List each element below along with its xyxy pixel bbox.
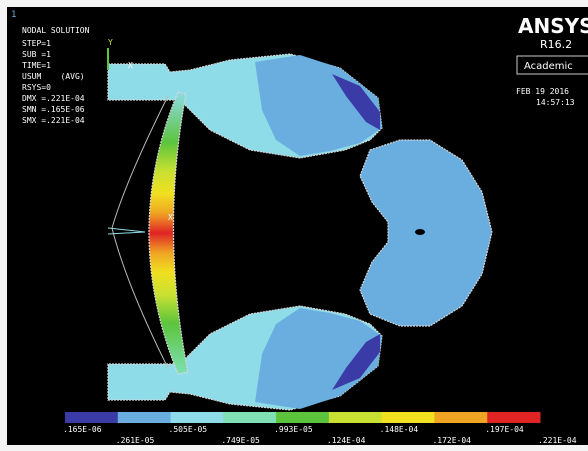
info-line: USUM (AVG) <box>22 72 85 81</box>
legend-label: .165E-06 <box>63 425 102 434</box>
info-line: SMX =.221E-04 <box>22 116 85 125</box>
legend-label: .749E-05 <box>221 436 260 445</box>
window-number: 1 <box>11 10 16 20</box>
info-line: SUB =1 <box>22 50 51 59</box>
legend-label: .221E-04 <box>538 436 577 445</box>
release: R16.2 <box>540 38 572 51</box>
legend-label: .148E-04 <box>380 425 419 434</box>
info-line: SMN =.165E-06 <box>22 105 85 114</box>
node-label: X <box>168 213 173 222</box>
legend-swatch <box>487 412 540 423</box>
legend-swatch <box>65 412 118 423</box>
info-line: DMX =.221E-04 <box>22 94 85 103</box>
legend-swatch <box>382 412 435 423</box>
ansys-window: Y X X 1 NODAL SOLUTION STEP=1 SUB =1 TIME=… <box>0 0 588 451</box>
legend-swatch <box>118 412 171 423</box>
legend-swatch <box>276 412 329 423</box>
license: Academic <box>524 61 573 72</box>
legend-swatch <box>434 412 487 423</box>
legend-swatch <box>223 412 276 423</box>
info-line: STEP=1 <box>22 39 51 48</box>
legend-label: .993E-05 <box>274 425 313 434</box>
info-line: RSYS=0 <box>22 83 51 92</box>
info-line: TIME=1 <box>22 61 51 70</box>
hole <box>415 229 425 235</box>
legend-label: .197E-04 <box>485 425 524 434</box>
legend-swatch <box>329 412 382 423</box>
legend-label: .261E-05 <box>116 436 155 445</box>
date: FEB 19 2016 <box>516 87 569 96</box>
triad-x-label: X <box>128 61 133 70</box>
time: 14:57:13 <box>536 98 575 107</box>
legend-label: .505E-05 <box>169 425 208 434</box>
legend-label: .124E-04 <box>327 436 366 445</box>
triad-y-label: Y <box>108 38 113 47</box>
info-title: NODAL SOLUTION <box>22 26 90 35</box>
product: ANSYS <box>518 14 588 38</box>
legend-swatch <box>171 412 224 423</box>
legend-label: .172E-04 <box>432 436 471 445</box>
